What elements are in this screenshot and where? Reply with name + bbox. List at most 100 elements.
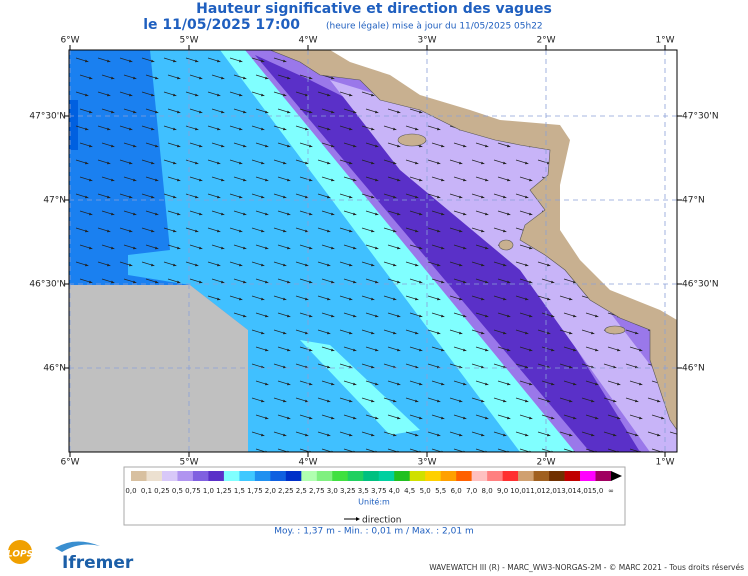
wave-arrow-head: [392, 399, 397, 403]
wave-arrow-head: [348, 93, 353, 97]
legend-label: 8,0: [482, 487, 493, 495]
sea-band: [330, 80, 677, 452]
ticks: 6°W 6°W 5°W 5°W 4°W 4°W 3°W 3°W 2°W 2°W 1°W 1°W 47°3…: [29, 36, 718, 468]
wave-arrow-head: [418, 178, 423, 182]
wave-arrow: [255, 448, 267, 452]
wave-arrow-head: [396, 382, 401, 386]
wave-arrow-head: [132, 212, 137, 216]
wave-arrow: [453, 448, 465, 452]
legend-swatch: [301, 471, 318, 481]
wave-arrow-head: [326, 365, 331, 369]
legend-label: 1,5: [234, 487, 245, 495]
lat-label: 47°N: [43, 196, 66, 206]
wave-arrow-head: [176, 280, 181, 284]
wave-arrow-head: [326, 263, 331, 267]
wave-arrow-head: [458, 229, 463, 233]
wave-arrow: [585, 448, 597, 452]
legend-label: 9,0: [497, 487, 508, 495]
wave-arrow-head: [238, 297, 243, 301]
wave-arrow-head: [150, 195, 155, 199]
wave-arrow-head: [106, 59, 111, 63]
wave-arrow-head: [176, 212, 181, 216]
wave-arrow-head: [304, 331, 309, 335]
wave-arrow-head: [238, 263, 243, 267]
wave-arrow-head: [462, 382, 467, 386]
wave-arrow-head: [308, 382, 313, 386]
legend-swatch: [440, 471, 457, 481]
legend-swatch: [518, 471, 534, 481]
wave-arrow-head: [282, 263, 287, 267]
credits: WAVEWATCH III (R) - MARC_WW3-NORGAS-2M -…: [429, 563, 744, 572]
legend-swatch: [270, 471, 287, 481]
wave-arrow-head: [374, 178, 379, 182]
wave-arrow-head: [260, 93, 265, 97]
wave-arrow-head: [458, 195, 463, 199]
wave-arrow-head: [282, 195, 287, 199]
wave-arrow-head: [528, 314, 533, 318]
wave-arrow-head: [370, 331, 375, 335]
wave-arrow-head: [282, 297, 287, 301]
wave-arrow-head: [308, 178, 313, 182]
wave-arrow-head: [418, 382, 423, 386]
wave-arrow-head: [132, 280, 137, 284]
stats: Moy. : 1,37 m - Min. : 0,01 m / Max. : 2…: [274, 527, 473, 537]
wave-arrow-head: [458, 263, 463, 267]
wave-arrow-head: [436, 195, 441, 199]
wave-arrow-head: [286, 348, 291, 352]
wave-arrow-head: [440, 314, 445, 318]
ifremer-wave: [55, 541, 100, 552]
wave-arrow-head: [264, 280, 269, 284]
update: (heure légale) mise à jour du 11/05/2025…: [326, 21, 543, 32]
wave-arrow-head: [282, 229, 287, 233]
legend-label: 2,25: [278, 487, 294, 495]
legend-swatch: [456, 471, 472, 481]
wave-arrow-head: [590, 399, 595, 403]
wave-arrow-head: [282, 127, 287, 131]
lon-label: 2°W: [536, 36, 555, 46]
legend-swatch: [332, 471, 349, 481]
wave-arrow-head: [352, 212, 357, 216]
wave-arrow-head: [396, 348, 401, 352]
wave-arrow-head: [506, 416, 511, 420]
wave-arrow: [365, 448, 377, 452]
wave-arrow-head: [216, 229, 221, 233]
legend-label: 1,25: [216, 487, 232, 495]
wave-arrow-head: [524, 433, 529, 437]
wave-arrow-head: [352, 110, 357, 114]
legend-label: 7,0: [466, 487, 477, 495]
wave-arrow-head: [679, 264, 682, 267]
wave-arrow-head: [132, 178, 137, 182]
wave-arrow-head: [462, 246, 467, 250]
wave-arrow-head: [458, 399, 463, 403]
wave-arrow-head: [418, 246, 423, 250]
wave-arrow-head: [396, 314, 401, 318]
wave-arrow-head: [594, 382, 599, 386]
wave-arrow-head: [88, 144, 93, 148]
wave-arrow-head: [260, 195, 265, 199]
wave-arrow-head: [370, 365, 375, 369]
legend-label: ∞: [608, 487, 614, 495]
legend-label: 0,25: [154, 487, 170, 495]
wave-arrow-head: [656, 433, 661, 437]
wave-arrow-head: [550, 348, 555, 352]
title: Hauteur significative et direction des v…: [196, 1, 552, 17]
wave-arrow-head: [679, 94, 682, 97]
wave-arrow-head: [260, 331, 265, 335]
wave-arrow-head: [374, 348, 379, 352]
wave-arrow-head: [304, 127, 309, 131]
wave-arrow-head: [238, 229, 243, 233]
wave-arrow-head: [414, 161, 419, 165]
wave-arrow-head: [414, 263, 419, 267]
map-frame: [68, 49, 678, 453]
wave-arrow-head: [484, 416, 489, 420]
wave-arrow-head: [260, 399, 265, 403]
wave-arrow-head: [304, 433, 309, 437]
legend-arrow: [611, 471, 622, 481]
wave-arrow-head: [440, 246, 445, 250]
legend-swatch: [580, 471, 596, 481]
wave-arrow-head: [238, 195, 243, 199]
wave-arrow-head: [568, 399, 573, 403]
wave-arrow-head: [154, 144, 159, 148]
wave-arrow-head: [132, 144, 137, 148]
